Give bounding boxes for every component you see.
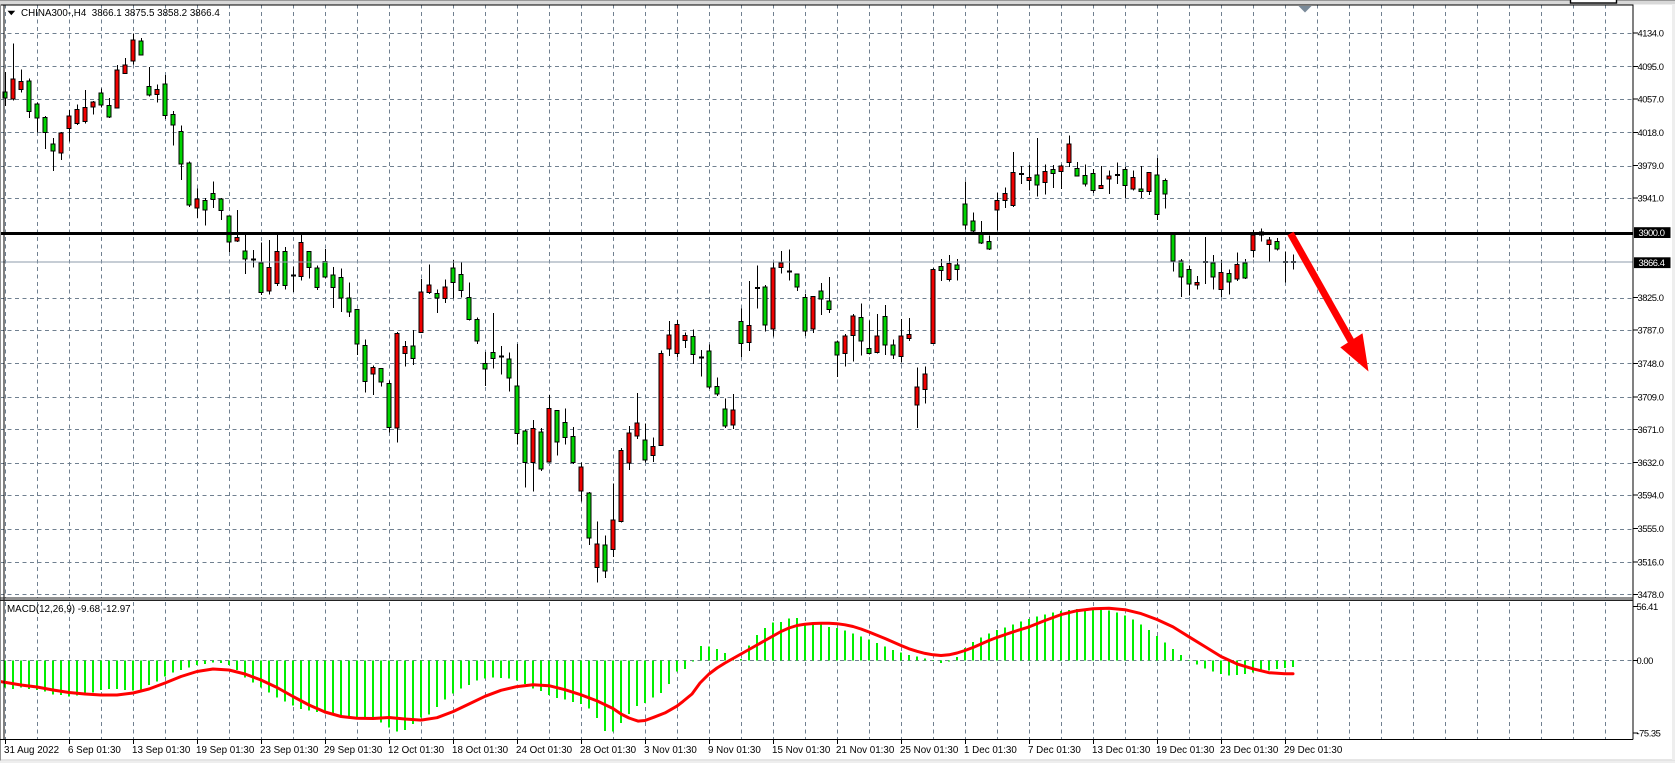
svg-text:21 Nov 01:30: 21 Nov 01:30 [836,745,895,756]
svg-text:31 Aug 2022: 31 Aug 2022 [4,745,59,756]
svg-text:3478.0: 3478.0 [1638,589,1664,600]
svg-text:3516.0: 3516.0 [1638,557,1664,568]
svg-text:1 Dec 01:30: 1 Dec 01:30 [964,745,1017,756]
svg-text:-75.35: -75.35 [1637,728,1661,739]
svg-text:3 Nov 01:30: 3 Nov 01:30 [644,745,697,756]
svg-text:13 Sep 01:30: 13 Sep 01:30 [132,745,191,756]
svg-text:3866.4: 3866.4 [1639,257,1665,268]
svg-text:24 Oct 01:30: 24 Oct 01:30 [516,745,573,756]
svg-text:4095.0: 4095.0 [1638,61,1664,72]
svg-text:MACD(12,26,9) -9.68 -12.97: MACD(12,26,9) -9.68 -12.97 [7,604,131,615]
svg-text:13 Dec 01:30: 13 Dec 01:30 [1092,745,1151,756]
svg-text:3787.0: 3787.0 [1638,325,1664,336]
svg-text:23 Sep 01:30: 23 Sep 01:30 [260,745,319,756]
svg-text:12 Oct 01:30: 12 Oct 01:30 [388,745,445,756]
svg-text:29 Sep 01:30: 29 Sep 01:30 [324,745,383,756]
svg-text:CHINA300-,H4 3866.1 3875.5 38: CHINA300-,H4 3866.1 3875.5 3858.2 3866.4 [21,8,220,19]
svg-text:3825.0: 3825.0 [1638,292,1664,303]
svg-text:3748.0: 3748.0 [1638,358,1664,369]
svg-text:7 Dec 01:30: 7 Dec 01:30 [1028,745,1081,756]
svg-text:3979.0: 3979.0 [1638,160,1664,171]
svg-text:9 Nov 01:30: 9 Nov 01:30 [708,745,761,756]
svg-text:3632.0: 3632.0 [1638,457,1664,468]
svg-text:4134.0: 4134.0 [1638,28,1664,39]
svg-text:4057.0: 4057.0 [1638,93,1664,104]
svg-text:18 Oct 01:30: 18 Oct 01:30 [452,745,509,756]
svg-text:29 Dec 01:30: 29 Dec 01:30 [1284,745,1343,756]
svg-text:0.00: 0.00 [1637,655,1654,666]
svg-text:3941.0: 3941.0 [1638,193,1664,204]
svg-text:3594.0: 3594.0 [1638,490,1664,501]
svg-text:3709.0: 3709.0 [1638,391,1664,402]
svg-text:3555.0: 3555.0 [1638,523,1664,534]
svg-text:56.41: 56.41 [1637,601,1658,612]
svg-text:15 Nov 01:30: 15 Nov 01:30 [772,745,831,756]
svg-text:6 Sep 01:30: 6 Sep 01:30 [68,745,121,756]
svg-text:28 Oct 01:30: 28 Oct 01:30 [580,745,637,756]
svg-text:3900.0: 3900.0 [1639,227,1665,238]
svg-text:25 Nov 01:30: 25 Nov 01:30 [900,745,959,756]
svg-text:23 Dec 01:30: 23 Dec 01:30 [1220,745,1279,756]
svg-text:3671.0: 3671.0 [1638,424,1664,435]
svg-text:19 Dec 01:30: 19 Dec 01:30 [1156,745,1215,756]
svg-text:4018.0: 4018.0 [1638,127,1664,138]
svg-text:19 Sep 01:30: 19 Sep 01:30 [196,745,255,756]
